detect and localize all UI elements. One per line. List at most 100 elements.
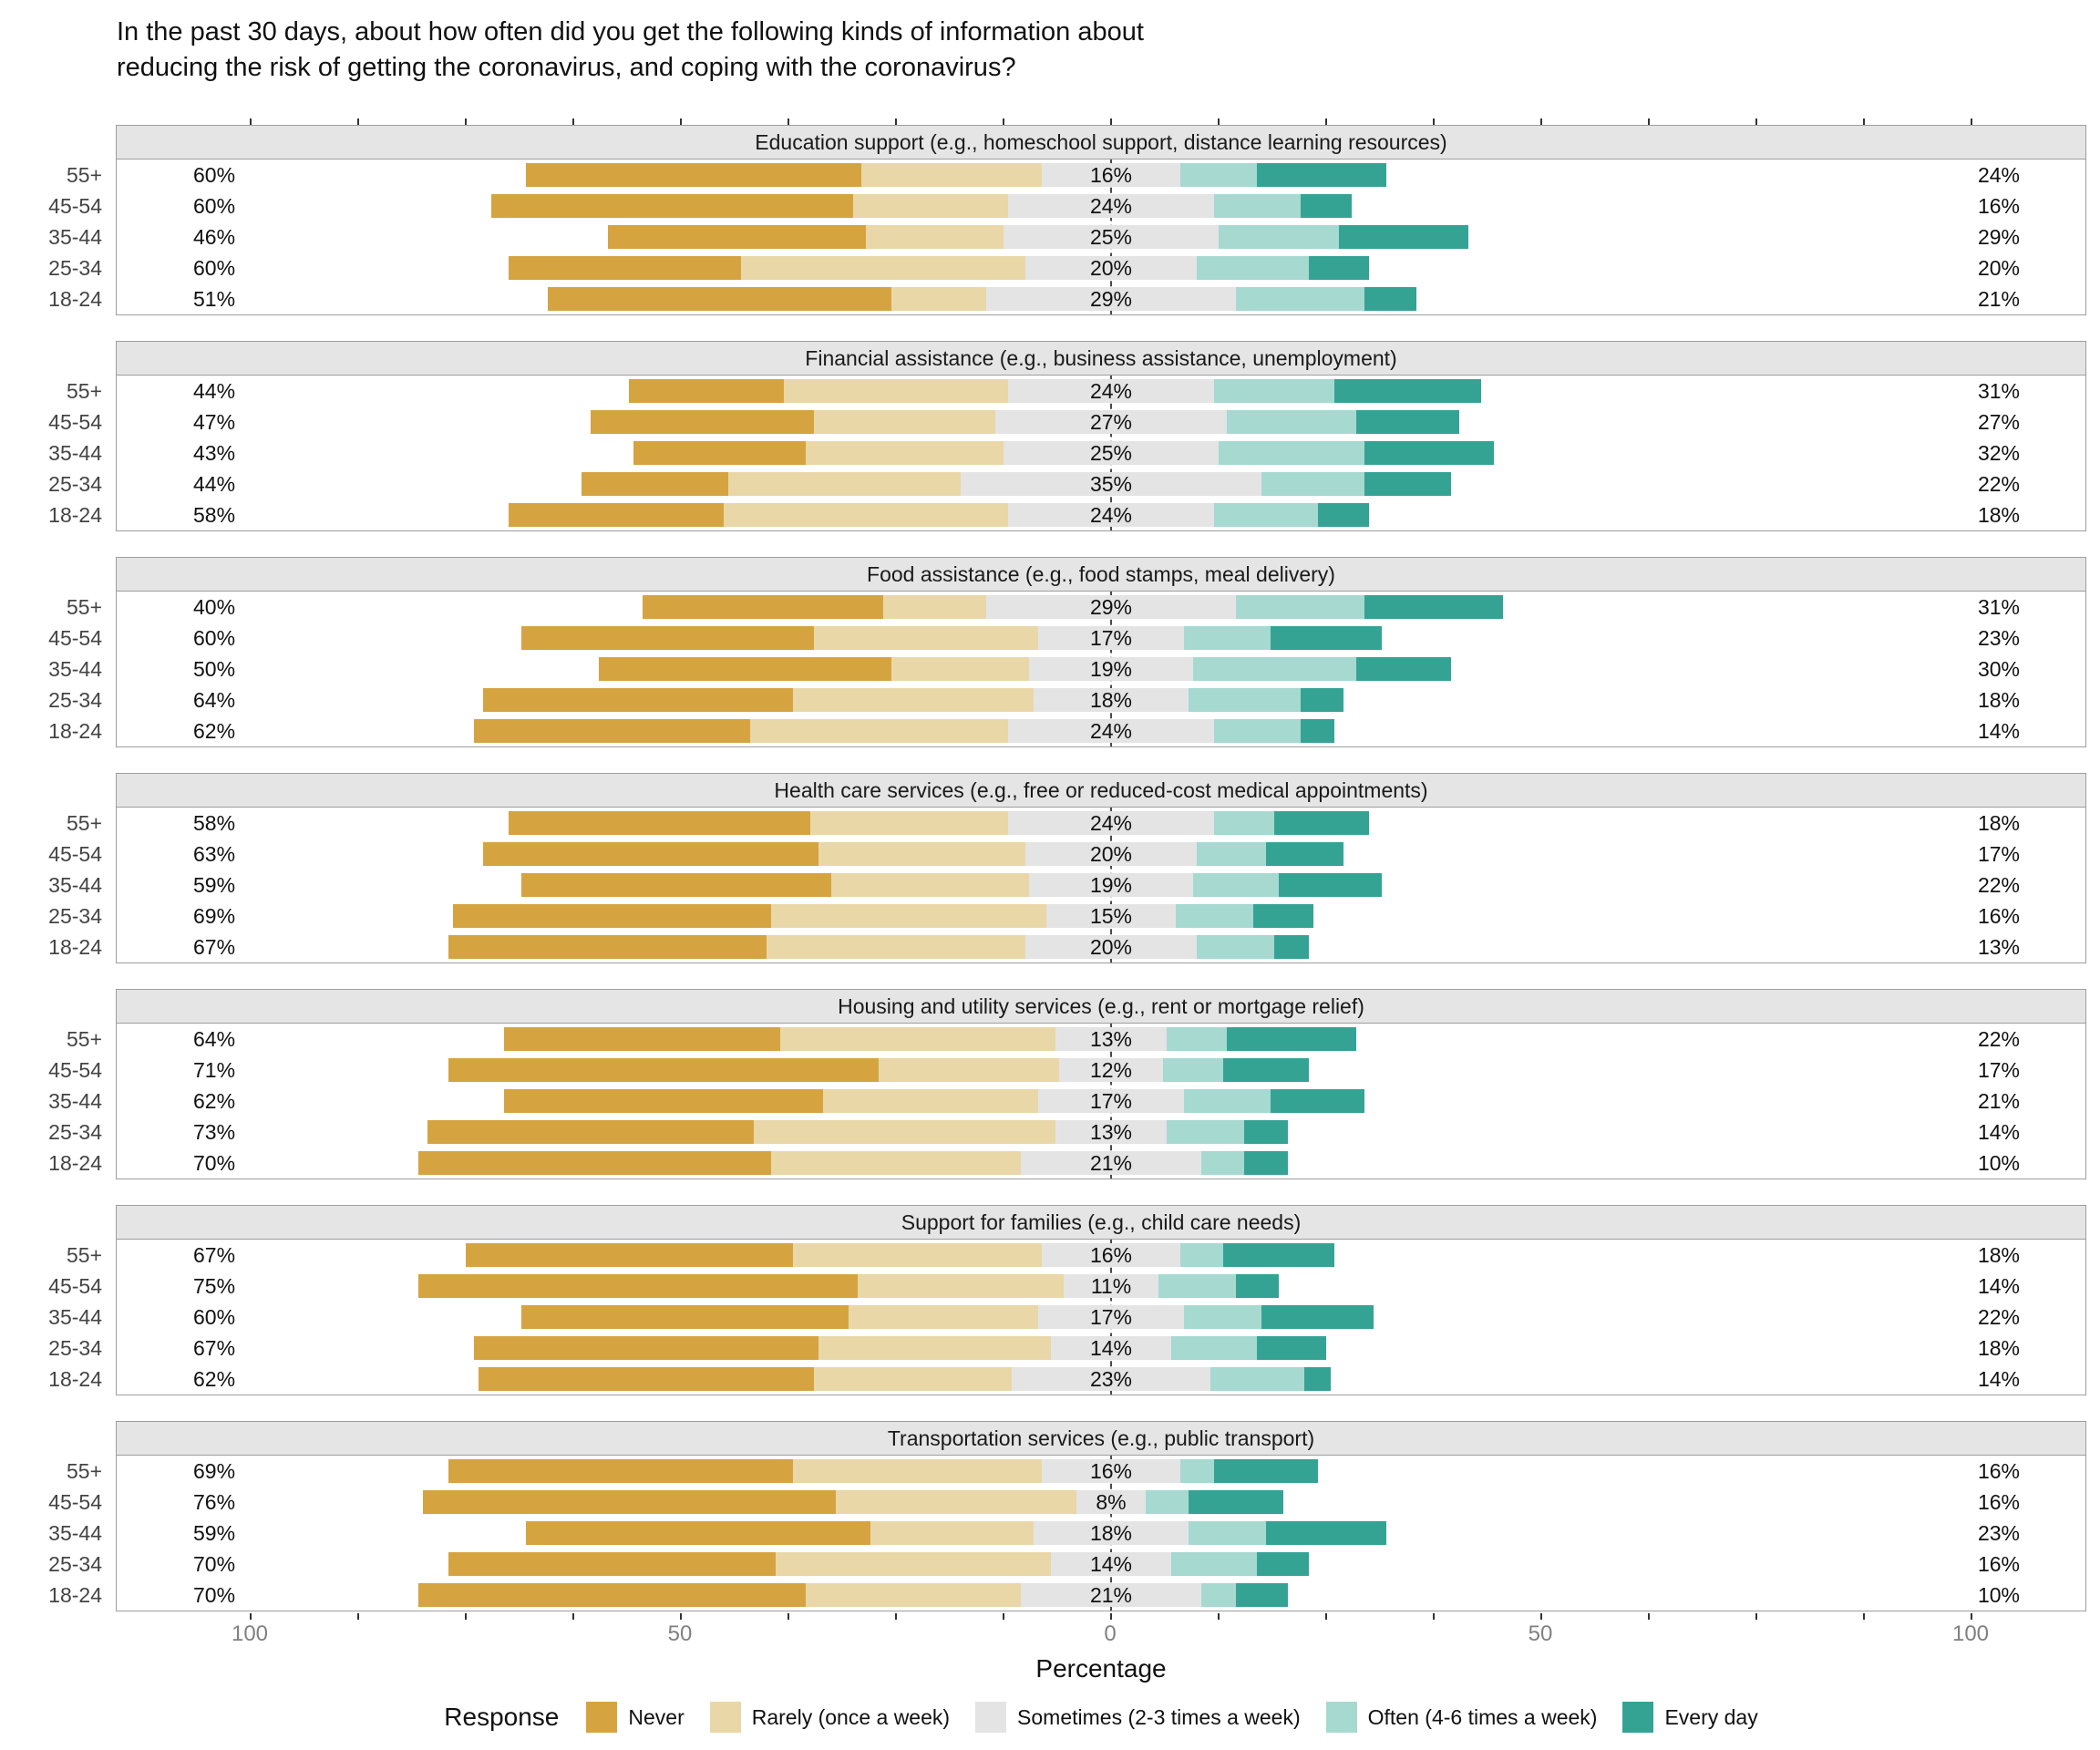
right-total-label: 14% [1977,719,2020,743]
left-total-label: 51% [193,287,236,311]
bar-segment-often [1179,1243,1223,1267]
left-total-label: 76% [193,1490,236,1514]
sometimes-label: 29% [1089,595,1133,619]
facet-title: Financial assistance (e.g., business ass… [117,342,2085,376]
bar-segment-rarely [891,287,987,311]
facet-panel: Support for families (e.g., child care n… [48,1205,2086,1395]
facet-title: Health care services (e.g., free or redu… [117,774,2085,808]
bar-segment-never [526,163,862,187]
bar-row: 55+ 69% 16% 16% [67,1456,2085,1487]
bar-row: 18-24 51% 29% 21% [48,283,2085,314]
age-group-label: 35-44 [48,657,102,681]
bar-segment-often [1235,287,1365,311]
bar-segment-rarely [818,1336,1051,1360]
bar-segment-often [1227,410,1357,434]
bottom-axis-ticks [116,1611,2086,1620]
right-total-label: 10% [1977,1583,2020,1607]
sometimes-label: 29% [1089,287,1133,311]
panel-body: 55+ 67% 16% 18% 45-54 75% 11% 14% 35-44 60% 17% 22%… [48,1240,2085,1395]
bar-segment-often [1192,873,1280,897]
bar-segment-every_day [1274,811,1370,835]
bar-segment-never [418,1274,858,1298]
right-total-label: 16% [1977,1459,2020,1483]
age-group-label: 18-24 [48,1367,102,1391]
left-total-label: 46% [193,225,236,249]
axis-tick [788,1613,789,1620]
bar-segment-sometimes [1042,1243,1180,1267]
bar-segment-sometimes [1007,811,1215,835]
chart-title-line-2: reducing the risk of getting the coronav… [117,53,1016,82]
legend-item: Every day [1622,1702,1758,1733]
axis-tick [572,118,574,125]
bar-row: 55+ 44% 24% 31% [67,376,2085,407]
bar-row: 25-34 69% 15% 16% [48,901,2085,932]
bar-segment-often [1201,1151,1245,1175]
bar-segment-rarely [831,873,1030,897]
bar-segment-every_day [1364,287,1417,311]
age-group-label: 55+ [66,1027,102,1051]
axis-tick [1755,118,1757,125]
bar-segment-every_day [1222,1058,1310,1082]
sometimes-label: 20% [1089,935,1133,959]
left-total-label: 43% [193,441,236,465]
facet-panel: Housing and utility services (e.g., rent… [48,989,2086,1179]
bar-row: 45-54 76% 8% 16% [48,1487,2085,1518]
bar-segment-never [629,379,785,403]
left-total-label: 75% [193,1274,236,1298]
bar-segment-sometimes [1042,163,1180,187]
axis-tick [1971,1613,1972,1620]
bar-segment-sometimes [1037,1089,1185,1113]
bar-segment-often [1219,441,1365,465]
bar-segment-never [418,1583,806,1607]
right-total-label: 16% [1977,194,2020,218]
left-total-label: 58% [193,811,236,835]
bar-segment-never [642,595,883,619]
facet-panel: Financial assistance (e.g., business ass… [48,341,2086,531]
sometimes-label: 11% [1090,1274,1132,1298]
bar-segment-never [504,1089,823,1113]
bar-row: 18-24 70% 21% 10% [48,1148,2085,1179]
bar-segment-never [607,225,866,249]
bar-segment-rarely [879,1058,1060,1082]
right-total-label: 32% [1977,441,2020,465]
bar-segment-rarely [775,1552,1051,1576]
bar-row: 35-44 60% 17% 22% [48,1302,2085,1333]
sometimes-label: 18% [1089,688,1133,712]
bar-segment-often [1214,719,1301,743]
age-group-label: 55+ [66,379,102,403]
legend-label: Rarely (once a week) [751,1704,951,1729]
bar-segment-never [521,626,815,650]
bar-row: 55+ 60% 16% 24% [67,160,2085,190]
bar-segment-never [448,1459,793,1483]
x-axis-tick-label: 50 [667,1621,693,1646]
axis-tick [1755,1613,1757,1620]
legend-item: Sometimes (2-3 times a week) [975,1702,1301,1733]
bar-segment-sometimes [1004,225,1219,249]
bar-segment-sometimes [1024,935,1198,959]
bar-segment-every_day [1317,503,1370,527]
facet-title: Support for families (e.g., child care n… [117,1206,2085,1240]
bar-segment-rarely [814,626,1038,650]
axis-tick [1218,118,1220,125]
axis-tick [895,118,897,125]
bar-segment-often [1219,225,1340,249]
panel-body: 55+ 69% 16% 16% 45-54 76% 8% 16% 35-44 59% 18% 23% 2… [48,1456,2085,1611]
age-group-label: 25-34 [48,688,102,712]
bar-row: 35-44 50% 19% 30% [48,654,2085,685]
sometimes-label: 24% [1089,811,1133,835]
right-total-label: 24% [1977,163,2020,187]
bar-row: 25-34 44% 35% 22% [48,468,2085,499]
age-group-label: 18-24 [48,935,102,959]
bar-segment-often [1197,935,1275,959]
bar-segment-every_day [1252,904,1313,928]
bar-segment-sometimes [1046,904,1176,928]
bar-segment-sometimes [1034,1521,1189,1545]
bar-row: 35-44 62% 17% 21% [48,1086,2085,1117]
bar-segment-rarely [822,1089,1038,1113]
bar-segment-rarely [805,441,1004,465]
axis-tick [1218,1613,1220,1620]
right-total-label: 22% [1977,472,2020,496]
right-total-label: 18% [1977,811,2020,835]
axis-tick [1540,1613,1542,1620]
axis-tick [1648,118,1650,125]
